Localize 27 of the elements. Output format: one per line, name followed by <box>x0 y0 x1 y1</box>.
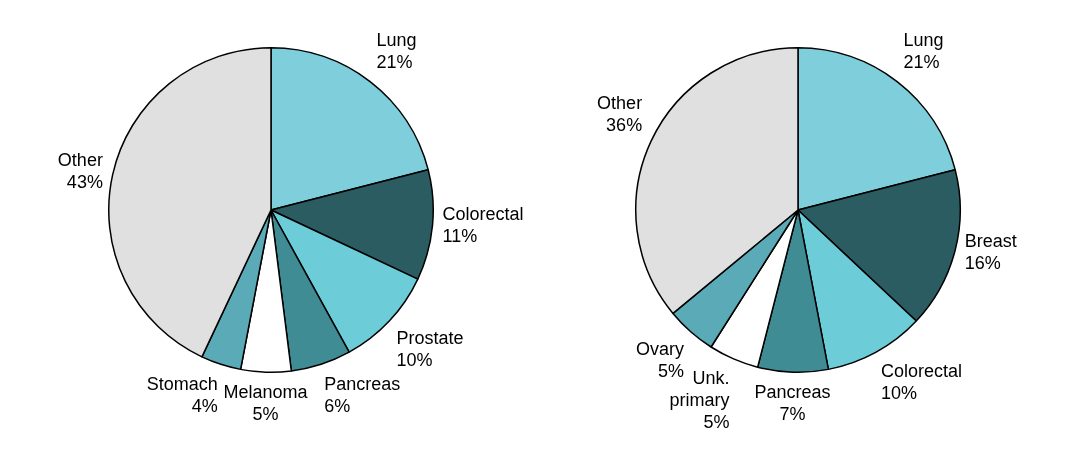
slice-label: Melanoma <box>223 382 309 403</box>
slice-label: Colorectal <box>442 204 524 225</box>
data-label: 7% <box>779 404 806 425</box>
data-label: 4% <box>191 395 218 416</box>
data-label: 6% <box>324 395 351 416</box>
slice-label: Prostate <box>396 327 464 348</box>
data-label: 43% <box>66 172 103 193</box>
data-label: 11% <box>442 226 478 247</box>
slice-label: Ovary <box>636 339 685 360</box>
data-label: 5% <box>252 404 279 425</box>
slice-label: Pancreas <box>754 382 831 403</box>
data-label: 5% <box>703 412 730 433</box>
slice-label: Lung <box>376 29 417 50</box>
data-label: 21% <box>376 51 413 72</box>
data-label: 10% <box>396 349 433 370</box>
slice-label: Other <box>57 150 103 171</box>
data-label: 16% <box>964 252 1001 273</box>
slice-label: Stomach <box>146 373 218 394</box>
data-label: 10% <box>880 382 918 403</box>
slice-label: Breast <box>964 230 1017 251</box>
slice-label: Other <box>597 92 643 113</box>
data-label: 21% <box>903 51 940 72</box>
slice-label: Pancreas <box>324 373 401 394</box>
data-label: 36% <box>606 114 643 135</box>
slice-label: Colorectal <box>880 360 963 381</box>
slice-label: Lung <box>903 29 944 50</box>
data-label: 5% <box>658 361 685 382</box>
